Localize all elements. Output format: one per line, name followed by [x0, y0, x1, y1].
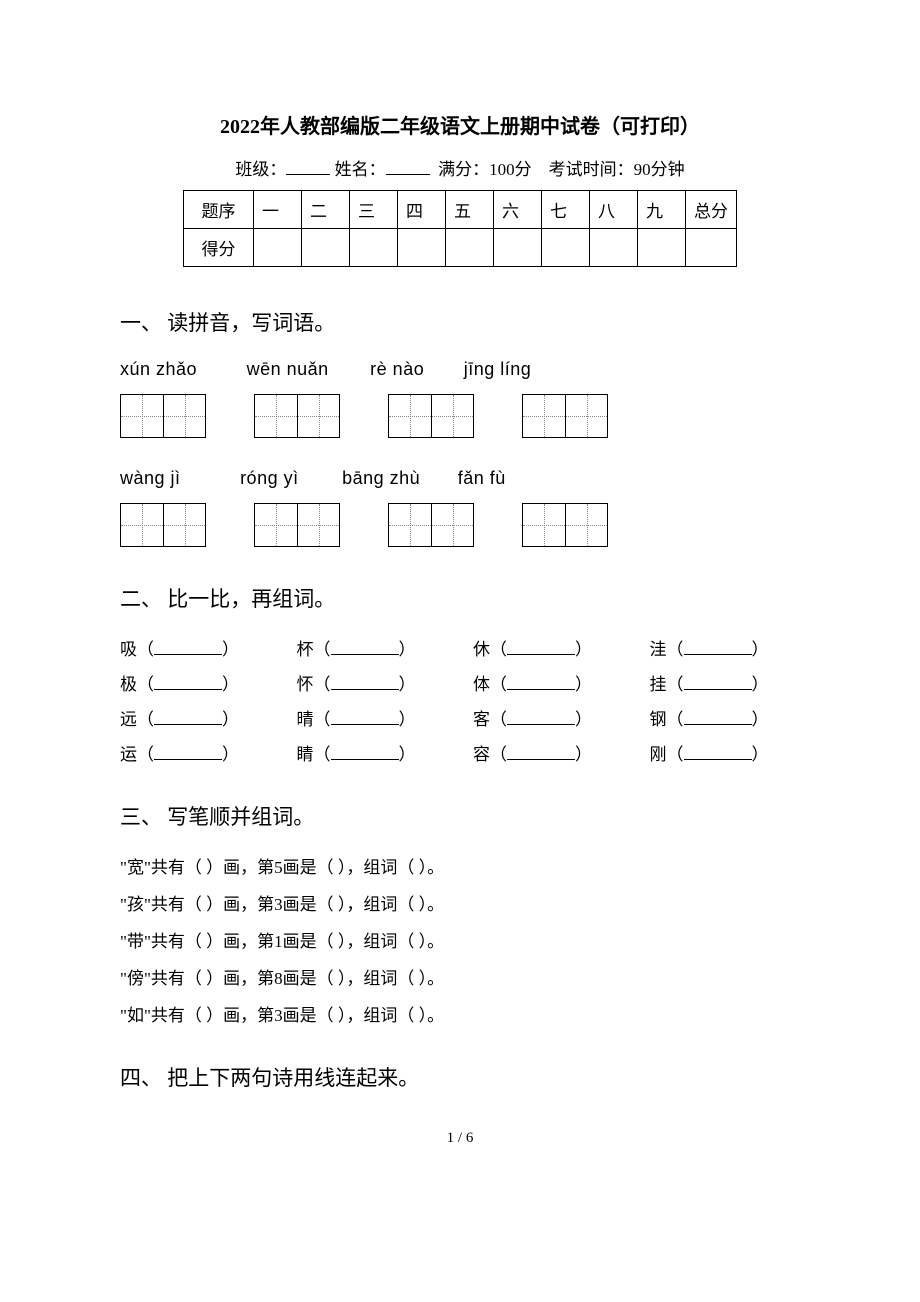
score-col: 九 — [638, 191, 686, 229]
score-cell[interactable] — [638, 229, 686, 267]
stroke-line: "宽"共有（ ）画，第5画是（ ），组词（ ）。 — [120, 853, 800, 878]
compare-item: 休（） — [473, 635, 624, 660]
compare-blank[interactable] — [507, 759, 575, 760]
name-label: 姓名： — [335, 160, 386, 179]
compare-item: 吸（） — [120, 635, 271, 660]
score-row-label: 题序 — [184, 191, 254, 229]
stroke-line: "孩"共有（ ）画，第3画是（ ），组词（ ）。 — [120, 890, 800, 915]
score-col: 总分 — [686, 191, 737, 229]
compare-item: 怀（） — [297, 670, 448, 695]
compare-blank[interactable] — [507, 654, 575, 655]
pinyin-word: jīng líng — [464, 359, 532, 380]
score-cell[interactable] — [254, 229, 302, 267]
pinyin-word: wēn nuǎn — [247, 359, 329, 380]
exam-info-line: 班级： 姓名： 满分：100分 考试时间：90分钟 — [120, 155, 800, 180]
tian-box-row — [120, 394, 800, 438]
score-cell[interactable] — [542, 229, 590, 267]
tian-box[interactable] — [254, 503, 340, 547]
section-two-heading: 二、 比一比，再组词。 — [120, 583, 800, 613]
tian-box[interactable] — [120, 503, 206, 547]
name-blank[interactable] — [386, 174, 430, 175]
compare-item: 体（） — [473, 670, 624, 695]
pinyin-row-1: xún zhǎo wēn nuǎn rè nào jīng líng — [120, 359, 800, 380]
compare-blank[interactable] — [507, 724, 575, 725]
compare-blank[interactable] — [684, 654, 752, 655]
compare-item: 洼（） — [650, 635, 801, 660]
tian-box[interactable] — [522, 394, 608, 438]
compare-item: 杯（） — [297, 635, 448, 660]
section-one-heading: 一、 读拼音，写词语。 — [120, 307, 800, 337]
tian-box[interactable] — [120, 394, 206, 438]
score-col: 二 — [302, 191, 350, 229]
stroke-lines: "宽"共有（ ）画，第5画是（ ），组词（ ）。 "孩"共有（ ）画，第3画是（ … — [120, 853, 800, 1026]
compare-item: 运（） — [120, 740, 271, 765]
compare-blank[interactable] — [154, 654, 222, 655]
pinyin-word: róng yì — [240, 468, 299, 489]
score-col: 八 — [590, 191, 638, 229]
score-cell[interactable] — [446, 229, 494, 267]
score-col: 四 — [398, 191, 446, 229]
pinyin-row-2: wàng jì róng yì bāng zhù fǎn fù — [120, 468, 800, 489]
compare-blank[interactable] — [154, 724, 222, 725]
score-col: 七 — [542, 191, 590, 229]
score-cell[interactable] — [494, 229, 542, 267]
compare-blank[interactable] — [331, 724, 399, 725]
tian-box[interactable] — [522, 503, 608, 547]
score-cell[interactable] — [686, 229, 737, 267]
tian-box[interactable] — [254, 394, 340, 438]
compare-blank[interactable] — [684, 724, 752, 725]
compare-item: 客（） — [473, 705, 624, 730]
tian-box[interactable] — [388, 394, 474, 438]
stroke-line: "如"共有（ ）画，第3画是（ ），组词（ ）。 — [120, 1001, 800, 1026]
score-value-row: 得分 — [184, 229, 737, 267]
compare-blank[interactable] — [331, 689, 399, 690]
score-row-label: 得分 — [184, 229, 254, 267]
page-number: 1 / 6 — [120, 1130, 800, 1147]
compare-item: 睛（） — [297, 740, 448, 765]
section-four-heading: 四、 把上下两句诗用线连起来。 — [120, 1062, 800, 1092]
compare-blank[interactable] — [507, 689, 575, 690]
stroke-line: "带"共有（ ）画，第1画是（ ），组词（ ）。 — [120, 927, 800, 952]
pinyin-word: rè nào — [370, 359, 424, 380]
pinyin-word: xún zhǎo — [120, 359, 197, 380]
tian-box-row — [120, 503, 800, 547]
exam-time: 考试时间：90分钟 — [549, 160, 685, 179]
compare-item: 晴（） — [297, 705, 448, 730]
compare-item: 容（） — [473, 740, 624, 765]
compare-blank[interactable] — [154, 759, 222, 760]
score-cell[interactable] — [398, 229, 446, 267]
score-cell[interactable] — [590, 229, 638, 267]
compare-blank[interactable] — [684, 759, 752, 760]
pinyin-word: fǎn fù — [458, 468, 506, 489]
class-blank[interactable] — [286, 174, 330, 175]
score-cell[interactable] — [350, 229, 398, 267]
compare-blank[interactable] — [154, 689, 222, 690]
compare-blank[interactable] — [684, 689, 752, 690]
full-score: 满分：100分 — [438, 160, 532, 179]
score-header-row: 题序 一 二 三 四 五 六 七 八 九 总分 — [184, 191, 737, 229]
section-three-heading: 三、 写笔顺并组词。 — [120, 801, 800, 831]
pinyin-word: wàng jì — [120, 468, 181, 489]
score-col: 六 — [494, 191, 542, 229]
compare-blank[interactable] — [331, 654, 399, 655]
stroke-line: "傍"共有（ ）画，第8画是（ ），组词（ ）。 — [120, 964, 800, 989]
score-cell[interactable] — [302, 229, 350, 267]
compare-item: 远（） — [120, 705, 271, 730]
compare-item: 钢（） — [650, 705, 801, 730]
tian-box[interactable] — [388, 503, 474, 547]
compare-item: 刚（） — [650, 740, 801, 765]
pinyin-word: bāng zhù — [342, 468, 420, 489]
exam-title: 2022年人教部编版二年级语文上册期中试卷（可打印） — [120, 110, 800, 139]
compare-grid: 吸（） 杯（） 休（） 洼（） 极（） 怀（） 体（） 挂（） 远（） 晴（） 客（） 钢（） 运（） 睛… — [120, 635, 800, 765]
score-col: 一 — [254, 191, 302, 229]
score-col: 三 — [350, 191, 398, 229]
compare-item: 挂（） — [650, 670, 801, 695]
score-col: 五 — [446, 191, 494, 229]
score-table: 题序 一 二 三 四 五 六 七 八 九 总分 得分 — [183, 190, 737, 267]
compare-item: 极（） — [120, 670, 271, 695]
class-label: 班级： — [235, 160, 286, 179]
compare-blank[interactable] — [331, 759, 399, 760]
